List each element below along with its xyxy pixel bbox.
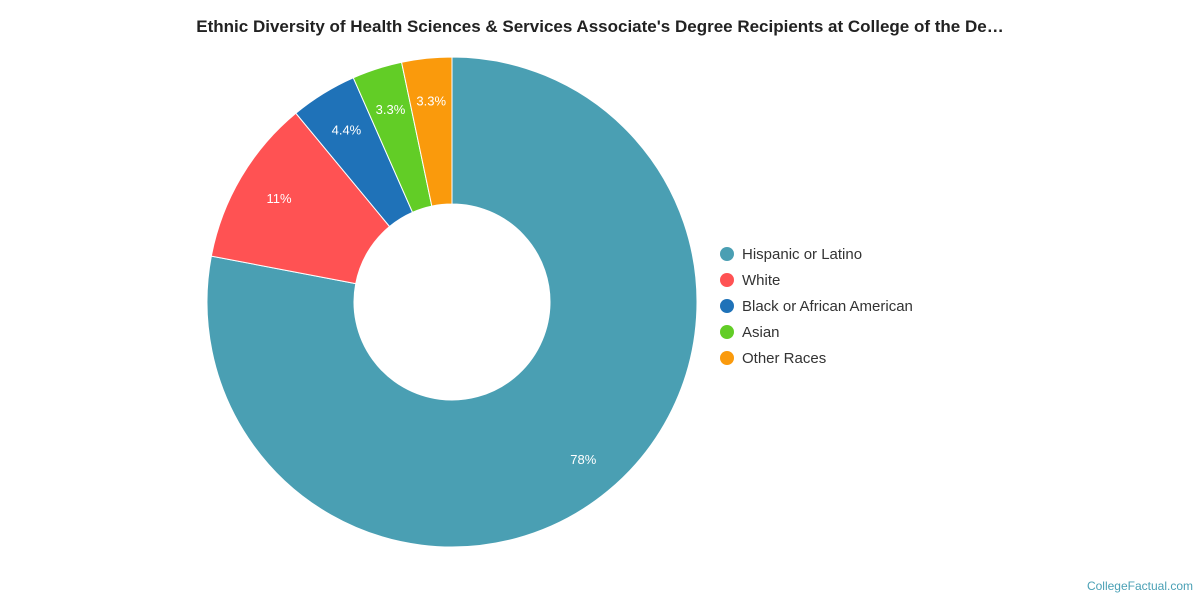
slice-label-asian: 3.3% <box>376 102 406 117</box>
chart-title: Ethnic Diversity of Health Sciences & Se… <box>196 17 1004 36</box>
legend-label: Asian <box>742 323 780 341</box>
chart-legend: Hispanic or Latino White Black or African … <box>720 241 913 371</box>
legend-swatch <box>720 299 734 313</box>
legend-item-hispanic-or-latino[interactable]: Hispanic or Latino <box>720 241 913 267</box>
legend-label: Hispanic or Latino <box>742 245 863 263</box>
legend-item-black-or-african-american[interactable]: Black or African American <box>720 293 913 319</box>
credit-link[interactable]: CollegeFactual.com <box>1086 579 1193 593</box>
legend-label: White <box>742 271 781 289</box>
legend-swatch <box>720 273 734 287</box>
legend-swatch <box>720 247 734 261</box>
slice-label-hispanic-or-latino: 78% <box>570 452 596 467</box>
slice-label-white: 11% <box>266 191 291 206</box>
legend-label: Black or African American <box>742 297 913 315</box>
legend-label: Other Races <box>742 349 827 367</box>
slice-label-other-races: 3.3% <box>416 94 446 109</box>
legend-item-white[interactable]: White <box>720 267 913 293</box>
legend-item-asian[interactable]: Asian <box>720 319 913 345</box>
slice-other-races[interactable] <box>400 56 453 207</box>
slice-hispanic-or-latino[interactable] <box>206 56 698 548</box>
legend-swatch <box>720 325 734 339</box>
slice-label-black-or-african-american: 4.4% <box>332 122 362 137</box>
legend-item-other-races[interactable]: Other Races <box>720 345 913 371</box>
legend-swatch <box>720 351 734 365</box>
